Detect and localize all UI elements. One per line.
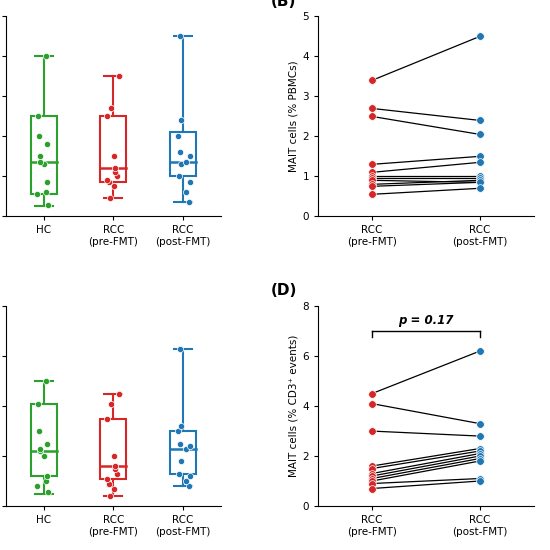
Bar — [31, 404, 57, 476]
Bar — [31, 117, 57, 194]
Bar — [169, 133, 196, 177]
Text: (B): (B) — [271, 0, 296, 8]
Bar — [100, 117, 126, 183]
Text: (D): (D) — [271, 283, 297, 298]
Bar — [169, 431, 196, 474]
Text: p = 0.17: p = 0.17 — [398, 314, 453, 327]
Y-axis label: MAIT cells (% PBMCs): MAIT cells (% PBMCs) — [288, 60, 298, 172]
Y-axis label: MAIT cells (% CD3⁺ events): MAIT cells (% CD3⁺ events) — [288, 335, 298, 477]
Bar — [100, 419, 126, 478]
